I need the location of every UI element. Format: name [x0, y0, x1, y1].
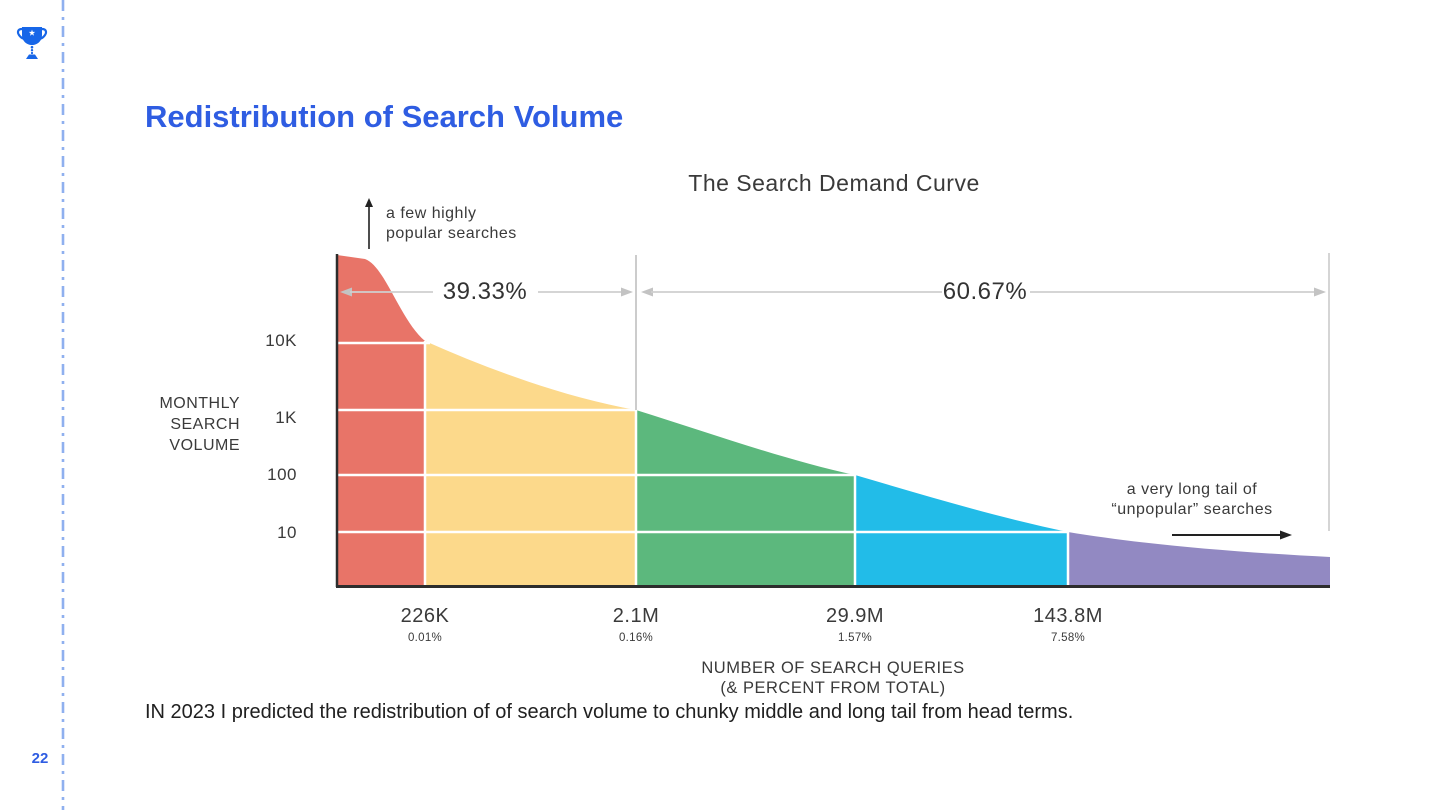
- tail-annotation: a very long tail of “unpopular” searches: [1111, 481, 1273, 518]
- x-tick-percent: 0.01%: [407, 632, 443, 644]
- area-tail-blue: [855, 475, 1068, 586]
- x-tick-queries: 29.9M: [825, 605, 885, 627]
- y-tick-1k: 1K: [275, 408, 297, 427]
- x-tick-queries: 143.8M: [1033, 605, 1103, 627]
- right-split-arrow: [641, 287, 1326, 297]
- search-demand-curve-plot: [335, 253, 1330, 588]
- x-tick-percent: 1.57%: [837, 632, 873, 644]
- area-longtail-purple: [1068, 532, 1330, 586]
- trophy-icon: [16, 27, 48, 59]
- slide-title: Redistribution of Search Volume: [145, 99, 624, 134]
- page-number: 22: [31, 750, 49, 767]
- slide-caption: IN 2023 I predicted the redistribution o…: [145, 701, 1074, 723]
- y-tick-10: 10: [277, 523, 297, 542]
- chart-title: The Search Demand Curve: [688, 170, 980, 196]
- long-tail-arrow-icon: [1172, 530, 1292, 540]
- y-tick-100: 100: [267, 465, 297, 484]
- x-tick-2-1m: 2.1M 0.16%: [576, 605, 696, 644]
- head-annotation: a few highly popular searches: [386, 205, 517, 242]
- y-tick-10k: 10K: [265, 331, 297, 350]
- y-axis-label: MONTHLY SEARCH VOLUME: [159, 395, 240, 454]
- left-split-percent: 39.33%: [442, 278, 528, 305]
- right-split-percent: 60.67%: [942, 278, 1028, 305]
- x-tick-percent: 7.58%: [1050, 632, 1086, 644]
- area-middle-green: [636, 410, 855, 586]
- left-split-arrow: [340, 287, 633, 297]
- x-tick-percent: 0.16%: [618, 632, 654, 644]
- up-arrow-icon: [365, 198, 373, 249]
- area-head-red: [337, 255, 425, 586]
- area-chunky-yellow: [425, 341, 636, 586]
- dashed-separator-line: [61, 0, 65, 810]
- x-tick-29-9m: 29.9M 1.57%: [795, 605, 915, 644]
- x-axis-title: NUMBER OF SEARCH QUERIES (& PERCENT FROM…: [701, 659, 965, 697]
- x-tick-queries: 226K: [400, 605, 450, 627]
- x-tick-226k: 226K 0.01%: [365, 605, 485, 644]
- x-tick-143-8m: 143.8M 7.58%: [1008, 605, 1128, 644]
- x-tick-queries: 2.1M: [612, 605, 660, 627]
